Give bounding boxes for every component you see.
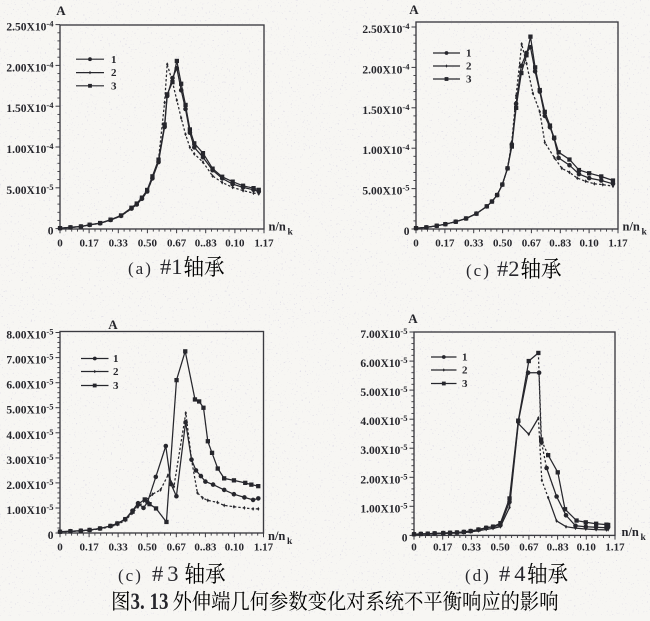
svg-text:2: 2 — [111, 67, 117, 79]
svg-text:0: 0 — [48, 530, 54, 542]
svg-text:1.00X10-4: 1.00X10-4 — [362, 142, 410, 157]
svg-text:#4: #4 — [499, 561, 530, 586]
svg-text:#3: #3 — [152, 561, 183, 586]
svg-text:0: 0 — [57, 542, 63, 554]
svg-text:A: A — [56, 3, 66, 18]
svg-text:1: 1 — [113, 353, 119, 365]
svg-text:0.10: 0.10 — [577, 542, 597, 554]
svg-text:n/n: n/n — [623, 220, 640, 234]
svg-text:0: 0 — [48, 226, 54, 238]
svg-text:(c): (c) — [466, 261, 491, 280]
svg-text:A: A — [409, 2, 419, 17]
svg-text:0.67: 0.67 — [167, 542, 187, 554]
svg-text:0.67: 0.67 — [167, 238, 187, 250]
svg-text:3: 3 — [113, 380, 119, 392]
svg-text:0: 0 — [411, 542, 417, 554]
svg-text:0..83: 0..83 — [194, 542, 217, 554]
svg-text:3. 13: 3. 13 — [131, 588, 169, 614]
svg-text:4.00X10-5: 4.00X10-5 — [360, 413, 407, 428]
svg-text:6.00X10-5: 6.00X10-5 — [6, 377, 53, 392]
svg-text:1.17: 1.17 — [254, 542, 274, 554]
svg-text:3.00X10-5: 3.00X10-5 — [6, 452, 53, 467]
svg-text:0: 0 — [57, 238, 63, 250]
svg-text:n/n: n/n — [269, 220, 286, 234]
svg-text:4.00X10-5: 4.00X10-5 — [6, 427, 53, 442]
svg-text:0.50: 0.50 — [493, 238, 513, 250]
svg-text:1: 1 — [466, 48, 472, 60]
svg-text:2.00X10-4: 2.00X10-4 — [362, 61, 410, 76]
svg-text:3: 3 — [111, 80, 117, 92]
svg-text:1.17: 1.17 — [254, 238, 274, 250]
svg-text:2.00X10-4: 2.00X10-4 — [6, 59, 54, 74]
svg-text:0.10: 0.10 — [225, 238, 245, 250]
svg-text:#2: #2 — [497, 256, 520, 281]
svg-text:1.00X10-4: 1.00X10-4 — [6, 141, 54, 156]
svg-text:0.17: 0.17 — [79, 542, 99, 554]
svg-text:n/n: n/n — [622, 525, 639, 539]
svg-text:0.33: 0.33 — [109, 238, 129, 250]
svg-text:0.17: 0.17 — [435, 238, 455, 250]
svg-text:0.17: 0.17 — [79, 238, 99, 250]
svg-text:1: 1 — [462, 352, 468, 364]
svg-text:0: 0 — [404, 226, 410, 238]
svg-text:0.10: 0.10 — [579, 238, 599, 250]
svg-text:5.00X10-5: 5.00X10-5 — [6, 402, 53, 417]
svg-text:0.10: 0.10 — [225, 542, 245, 554]
svg-text:5.00X10-5: 5.00X10-5 — [360, 384, 407, 399]
svg-text:0.33: 0.33 — [464, 238, 484, 250]
svg-text:#1: #1 — [160, 254, 183, 279]
svg-text:0.17: 0.17 — [433, 542, 453, 554]
svg-text:k: k — [642, 228, 648, 238]
svg-text:0.33: 0.33 — [108, 542, 128, 554]
svg-text:1.17: 1.17 — [608, 238, 628, 250]
svg-text:1: 1 — [111, 54, 117, 66]
svg-text:0..83: 0..83 — [549, 238, 572, 250]
svg-text:2.50X10-4: 2.50X10-4 — [362, 21, 410, 36]
svg-text:7.00X10-5: 7.00X10-5 — [6, 352, 53, 367]
svg-text:8.00X10-5: 8.00X10-5 — [6, 327, 53, 342]
svg-text:0.50: 0.50 — [138, 542, 158, 554]
svg-text:0..83: 0..83 — [547, 542, 570, 554]
svg-text:0.67: 0.67 — [519, 542, 539, 554]
svg-text:2: 2 — [462, 365, 468, 377]
svg-text:k: k — [287, 537, 293, 547]
svg-text:0: 0 — [413, 238, 419, 250]
svg-text:k: k — [288, 228, 294, 238]
svg-text:5.00X10-5: 5.00X10-5 — [6, 182, 53, 197]
svg-text:1.17: 1.17 — [605, 542, 625, 554]
svg-text:2: 2 — [466, 61, 472, 73]
svg-text:7.00X10-5: 7.00X10-5 — [360, 326, 407, 341]
svg-text:1.00X10-5: 1.00X10-5 — [360, 500, 407, 515]
svg-text:0.50: 0.50 — [490, 542, 510, 554]
svg-text:0..83: 0..83 — [195, 238, 218, 250]
svg-text:2: 2 — [113, 366, 119, 378]
svg-text:3: 3 — [462, 378, 468, 390]
svg-text:k: k — [641, 533, 647, 543]
svg-text:2.50X10-4: 2.50X10-4 — [6, 19, 54, 34]
svg-text:1.50X10-4: 1.50X10-4 — [6, 100, 54, 115]
svg-text:2.00X10-5: 2.00X10-5 — [6, 477, 53, 492]
svg-text:(a): (a) — [128, 259, 153, 278]
svg-text:2.00X10-5: 2.00X10-5 — [360, 471, 407, 486]
svg-text:3: 3 — [466, 74, 472, 86]
svg-text:(d): (d) — [465, 566, 491, 585]
svg-text:1.50X10-4: 1.50X10-4 — [362, 102, 410, 117]
svg-text:5.00X10-5: 5.00X10-5 — [362, 183, 409, 198]
svg-text:0.50: 0.50 — [138, 238, 158, 250]
svg-text:0.67: 0.67 — [522, 238, 542, 250]
svg-text:A: A — [108, 317, 118, 332]
svg-text:1.00X10-5: 1.00X10-5 — [6, 502, 53, 517]
svg-text:(c): (c) — [118, 566, 143, 585]
svg-text:0.33: 0.33 — [462, 542, 482, 554]
svg-text:n/n: n/n — [268, 529, 285, 543]
svg-text:3.00X10-5: 3.00X10-5 — [360, 442, 407, 457]
svg-text:6.00X10-5: 6.00X10-5 — [360, 355, 407, 370]
svg-text:A: A — [408, 311, 418, 326]
svg-text:0: 0 — [402, 532, 408, 544]
